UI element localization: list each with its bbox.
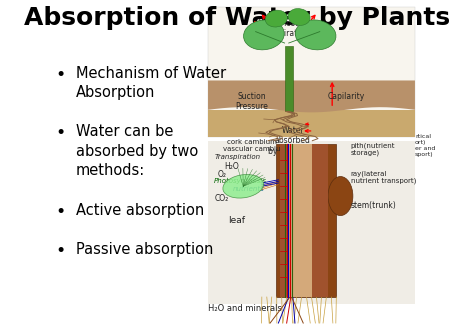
FancyBboxPatch shape	[281, 144, 328, 297]
FancyBboxPatch shape	[208, 7, 415, 137]
Text: H₂O: H₂O	[224, 162, 238, 171]
Ellipse shape	[223, 175, 264, 198]
Text: Capilarity: Capilarity	[328, 92, 365, 101]
Text: Suction
Pressure: Suction Pressure	[235, 92, 268, 111]
Ellipse shape	[244, 20, 284, 50]
Text: CO₂: CO₂	[215, 195, 229, 203]
Text: •: •	[55, 242, 65, 260]
Text: ray(lateral
nutrient transport): ray(lateral nutrient transport)	[351, 170, 416, 184]
FancyBboxPatch shape	[208, 110, 415, 137]
FancyBboxPatch shape	[288, 144, 312, 297]
Text: rtical
ort)
er and
sport): rtical ort) er and sport)	[415, 134, 435, 157]
Text: •: •	[55, 125, 65, 143]
Polygon shape	[208, 80, 415, 112]
Text: Water lost by
transpiration: Water lost by transpiration	[259, 19, 310, 38]
Text: stem(trunk): stem(trunk)	[351, 201, 397, 210]
Ellipse shape	[265, 10, 287, 27]
Text: Water
absorbed
by root hairs: Water absorbed by root hairs	[268, 126, 317, 156]
Ellipse shape	[295, 20, 336, 50]
Text: leaf: leaf	[228, 215, 246, 225]
Text: •: •	[55, 66, 65, 84]
Text: cork cambium: cork cambium	[227, 139, 276, 145]
Text: H₂O and minerals: H₂O and minerals	[209, 304, 282, 313]
Ellipse shape	[288, 9, 310, 26]
Text: pith(nutrient
storage): pith(nutrient storage)	[351, 142, 395, 156]
Text: Mechanism of Water
Absorption: Mechanism of Water Absorption	[76, 66, 226, 100]
FancyBboxPatch shape	[284, 46, 293, 112]
FancyBboxPatch shape	[208, 141, 415, 303]
Text: Photosynthesis: Photosynthesis	[214, 178, 267, 184]
Text: Absorption of Water by Plants: Absorption of Water by Plants	[24, 6, 450, 29]
Text: nutrients: nutrients	[233, 186, 264, 192]
FancyBboxPatch shape	[276, 144, 337, 297]
Text: Transpiration: Transpiration	[214, 154, 260, 160]
Text: Active absorption: Active absorption	[76, 202, 204, 217]
Text: Water can be
absorbed by two
methods:: Water can be absorbed by two methods:	[76, 125, 198, 178]
Ellipse shape	[328, 177, 353, 215]
Text: O₂: O₂	[217, 170, 226, 179]
Text: Passive absorption: Passive absorption	[76, 242, 213, 257]
Text: vascular cambium: vascular cambium	[222, 146, 287, 152]
Text: •: •	[55, 202, 65, 221]
